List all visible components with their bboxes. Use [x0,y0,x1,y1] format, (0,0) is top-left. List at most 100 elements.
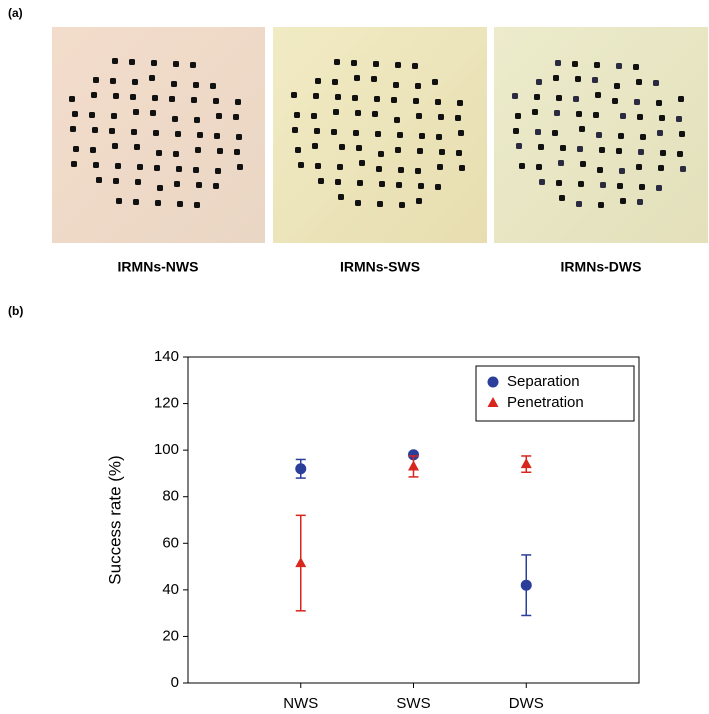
dot [459,165,465,171]
dot [439,149,445,155]
caption: IRMNs-DWS [561,259,642,275]
dot [333,109,339,115]
dot [217,148,223,154]
dot [356,145,362,151]
dot [151,60,157,66]
dot [235,99,241,105]
dot [577,146,583,152]
dot [678,96,684,102]
dot [660,150,666,156]
dot [175,131,181,137]
dot [399,202,405,208]
dot [457,100,463,106]
dot [617,183,623,189]
dot [92,127,98,133]
dot [576,201,582,207]
dot [416,113,422,119]
dot [71,161,77,167]
legend-label: Separation [507,373,580,390]
dot [337,164,343,170]
dot [236,134,242,140]
panel-label: (b) [8,304,23,318]
dot [395,62,401,68]
dot [534,94,540,100]
dot [73,146,79,152]
dot [437,164,443,170]
dot [515,113,521,119]
dot [89,112,95,118]
panel-label: (a) [8,6,23,20]
dot [378,151,384,157]
dot [338,194,344,200]
dot [214,133,220,139]
dot [659,115,665,121]
dot [618,133,624,139]
legend-label: Penetration [507,394,584,411]
dot [573,96,579,102]
dot [677,151,683,157]
dot [295,147,301,153]
point [520,458,532,469]
dot [172,116,178,122]
dot [432,79,438,85]
dot [169,96,175,102]
dot [598,202,604,208]
dot [193,167,199,173]
dot [572,61,578,67]
y-tick-label: 140 [154,348,179,365]
point [520,579,532,591]
caption: IRMNs-SWS [340,259,420,275]
dot [191,97,197,103]
dot [372,111,378,117]
y-tick-label: 20 [162,627,179,644]
y-tick-label: 80 [162,488,179,505]
dot [93,77,99,83]
dot [93,162,99,168]
dot [455,115,461,121]
dot [620,198,626,204]
dot [234,149,240,155]
dot [110,78,116,84]
legend-marker [487,397,499,407]
dot [535,129,541,135]
dot [233,114,239,120]
point [295,463,307,475]
dot [554,110,560,116]
dot [194,202,200,208]
dot [418,183,424,189]
dot [556,180,562,186]
dot [396,182,402,188]
dot [679,131,685,137]
dot [458,130,464,136]
dot [315,78,321,84]
dot [215,168,221,174]
dot [576,111,582,117]
dot [375,131,381,137]
dot [438,114,444,120]
dot [637,114,643,120]
dot [516,143,522,149]
dot [419,133,425,139]
dot [416,198,422,204]
dot [354,75,360,81]
dot [132,79,138,85]
dot [210,83,216,89]
dot [137,164,143,170]
dot [435,184,441,190]
y-tick-label: 100 [154,441,179,458]
dot [556,95,562,101]
dot [155,200,161,206]
dot [619,168,625,174]
y-tick-label: 120 [154,395,179,412]
dot [115,163,121,169]
dot [133,109,139,115]
dot [614,83,620,89]
dot [70,126,76,132]
dot [636,164,642,170]
dot [374,96,380,102]
dot [291,92,297,98]
dot [112,58,118,64]
dot [194,117,200,123]
dot [335,94,341,100]
dot [112,143,118,149]
